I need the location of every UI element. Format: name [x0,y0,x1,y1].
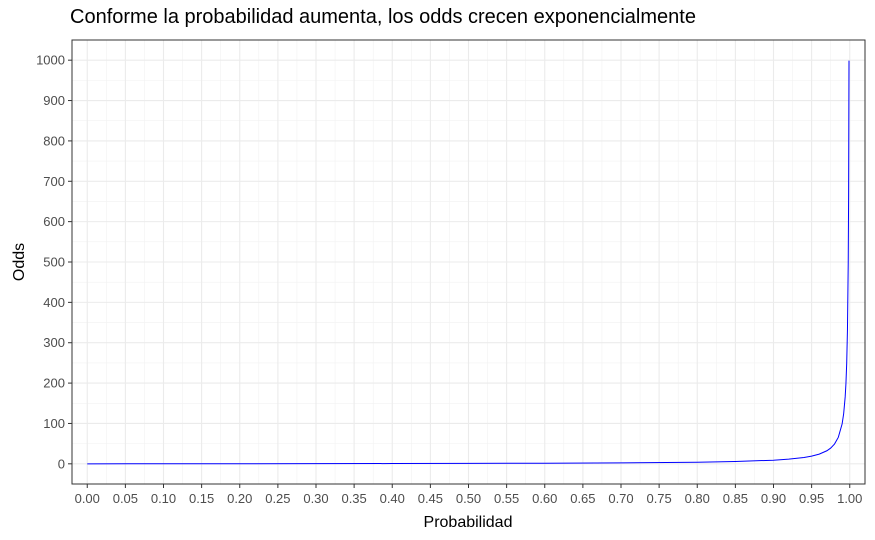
x-tick-label: 0.30 [303,491,328,506]
x-tick-label: 0.95 [799,491,824,506]
x-tick-label: 0.15 [189,491,214,506]
x-tick-label: 0.75 [646,491,671,506]
y-axis-title: Odds [11,243,28,281]
x-tick-label: 0.90 [761,491,786,506]
y-tick-label: 100 [43,416,65,431]
x-tick-label: 0.65 [570,491,595,506]
y-tick-label: 300 [43,335,65,350]
y-tick-label: 800 [43,133,65,148]
y-tick-label: 600 [43,214,65,229]
y-tick-label: 0 [58,456,65,471]
x-tick-label: 0.05 [113,491,138,506]
x-tick-label: 0.20 [227,491,252,506]
x-tick-label: 0.10 [151,491,176,506]
x-axis-title: Probabilidad [424,514,513,531]
y-tick-label: 1000 [36,53,65,68]
x-tick-label: 0.40 [380,491,405,506]
x-tick-label: 0.25 [265,491,290,506]
y-tick-label: 700 [43,174,65,189]
series-line [87,60,850,465]
x-axis: 0.00 0.05 0.10 0.15 0.20 0.25 0.30 0.35 0.40 0.45… [75,484,862,506]
x-tick-label: 0.50 [456,491,481,506]
y-axis: 0 100 200 300 400 500 600 700 800 900 1000 [36,53,72,471]
x-tick-label: 0.60 [532,491,557,506]
x-tick-label: 0.80 [685,491,710,506]
x-tick-label: 0.45 [418,491,443,506]
x-tick-label: 0.70 [608,491,633,506]
x-tick-label: 0.85 [723,491,748,506]
x-tick-label: 0.35 [341,491,366,506]
x-tick-label: 1.00 [837,491,862,506]
y-tick-label: 200 [43,376,65,391]
y-tick-label: 500 [43,255,65,270]
chart-title: Conforme la probabilidad aumenta, los od… [70,6,696,28]
x-tick-label: 0.00 [75,491,100,506]
y-tick-label: 900 [43,93,65,108]
x-tick-label: 0.55 [494,491,519,506]
y-tick-label: 400 [43,295,65,310]
